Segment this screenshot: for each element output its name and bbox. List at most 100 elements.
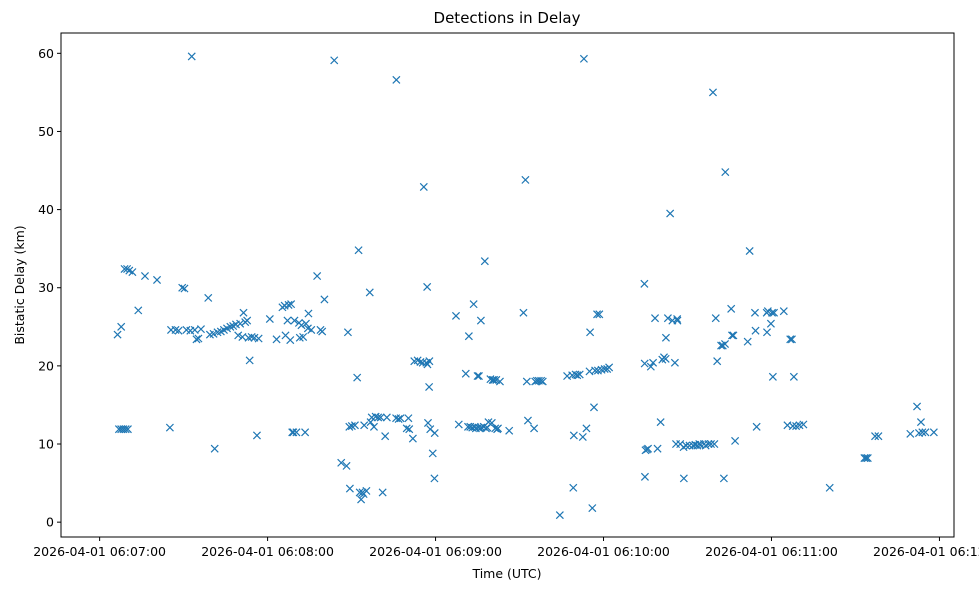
data-point	[490, 375, 499, 384]
data-point	[640, 359, 649, 368]
data-point	[121, 425, 130, 434]
data-point	[464, 332, 473, 341]
data-point	[605, 363, 614, 372]
data-point	[408, 434, 417, 443]
data-point	[365, 288, 374, 297]
data-point	[651, 314, 660, 323]
data-point	[586, 328, 595, 337]
data-point	[661, 354, 670, 363]
data-point	[292, 428, 301, 437]
data-point	[360, 421, 369, 430]
data-point	[171, 325, 180, 334]
data-point	[423, 418, 433, 427]
data-point	[523, 416, 532, 425]
data-point	[192, 335, 201, 344]
data-point	[530, 424, 539, 433]
y-tick-label: 60	[38, 46, 54, 61]
data-point	[252, 431, 261, 440]
data-point	[916, 418, 925, 427]
data-point	[404, 414, 413, 423]
data-point	[522, 377, 531, 386]
data-point	[165, 423, 174, 432]
data-point	[679, 443, 688, 452]
data-point	[706, 439, 716, 449]
data-point	[381, 432, 390, 441]
data-point	[354, 246, 363, 255]
data-point	[405, 425, 414, 434]
data-point	[307, 325, 316, 334]
data-point	[236, 319, 245, 328]
data-point	[337, 458, 346, 467]
data-point	[117, 322, 126, 331]
data-point	[799, 420, 808, 429]
data-point	[762, 328, 772, 337]
data-point	[394, 414, 403, 424]
data-point	[428, 449, 437, 458]
data-point	[653, 444, 662, 453]
data-point	[752, 422, 761, 431]
data-point	[787, 335, 796, 344]
data-point	[423, 282, 432, 291]
data-point	[591, 366, 600, 375]
data-point	[505, 426, 514, 435]
data-point	[913, 402, 922, 411]
data-point	[473, 372, 482, 381]
data-point	[480, 257, 489, 266]
data-point	[350, 421, 359, 430]
data-point	[929, 428, 938, 437]
data-point	[720, 339, 730, 349]
data-point	[287, 300, 296, 309]
data-point	[721, 168, 730, 177]
data-point	[555, 511, 564, 520]
data-point	[347, 422, 356, 431]
data-point	[588, 504, 597, 513]
data-point	[661, 333, 670, 342]
data-point	[731, 436, 740, 445]
data-point	[204, 293, 213, 302]
data-point	[874, 432, 883, 441]
data-point	[600, 364, 609, 374]
data-point	[682, 441, 691, 450]
data-points	[113, 52, 938, 520]
data-point	[825, 483, 834, 492]
data-point	[313, 271, 322, 281]
data-point	[766, 319, 775, 328]
data-point	[579, 54, 588, 63]
data-point	[244, 333, 253, 342]
data-point	[476, 316, 485, 325]
data-point	[454, 420, 463, 429]
data-point	[194, 334, 203, 343]
data-point	[369, 422, 378, 431]
data-point	[768, 372, 777, 381]
data-point	[187, 52, 196, 61]
data-point	[284, 300, 293, 309]
data-point	[673, 314, 682, 324]
data-point	[640, 279, 649, 288]
data-point	[779, 307, 788, 316]
data-point	[304, 309, 313, 318]
data-point	[679, 474, 688, 483]
data-point	[196, 325, 205, 334]
data-point	[343, 328, 352, 337]
data-point	[239, 308, 248, 317]
data-point	[573, 371, 582, 380]
data-point	[860, 454, 869, 463]
x-tick-label: 2026-04-01 06:12:00	[873, 544, 979, 559]
data-point	[578, 432, 587, 442]
data-point	[430, 429, 439, 438]
data-point	[862, 454, 871, 463]
y-tick-label: 0	[46, 515, 54, 530]
plot-area-frame	[60, 32, 955, 538]
data-point	[582, 424, 591, 433]
data-point	[113, 330, 122, 339]
data-point	[357, 495, 366, 504]
data-point	[708, 88, 717, 97]
x-tick-label: 2026-04-01 06:09:00	[369, 544, 502, 559]
data-point	[495, 377, 504, 386]
y-tick-label: 30	[38, 280, 54, 295]
data-point	[569, 431, 578, 440]
data-point	[423, 360, 432, 369]
data-point	[210, 444, 219, 453]
data-point	[538, 377, 547, 386]
data-point	[640, 472, 649, 481]
